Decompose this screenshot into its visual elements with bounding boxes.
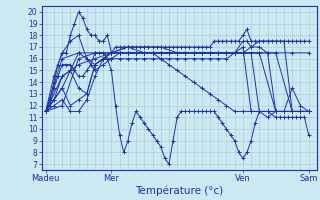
X-axis label: Température (°c): Température (°c)	[135, 186, 223, 196]
